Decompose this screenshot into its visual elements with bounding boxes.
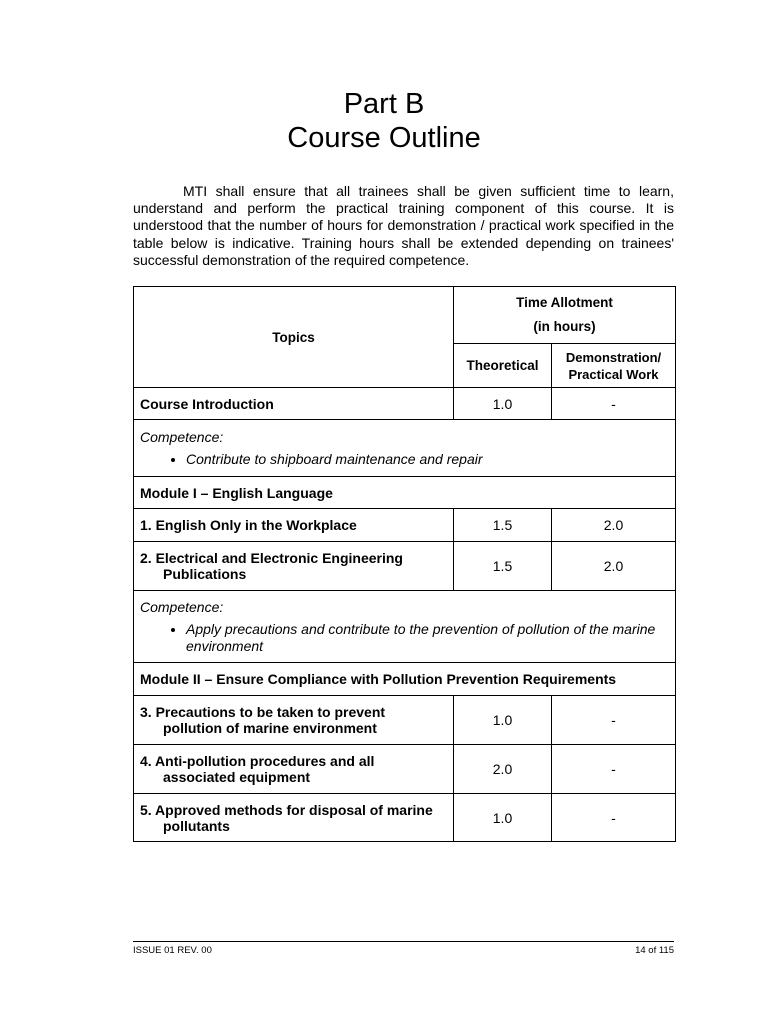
page-title: Part B Course Outline [0,87,768,155]
theoretical-cell: 1.5 [453,541,552,591]
competence-row: Competence: Contribute to shipboard maint… [132,419,677,477]
competence-label: Competence: [140,428,224,445]
practical-cell: - [550,744,677,794]
table-row: 3. Precautions to be taken to prevent po… [133,695,677,745]
module-heading: Module I – English Language [132,476,677,509]
practical-cell: - [550,695,677,745]
theoretical-cell: 1.0 [453,793,552,842]
table-row: 5. Approved methods for disposal of mari… [133,793,677,842]
theoretical-cell: 2.0 [453,744,552,794]
competence-row: Competence: Apply precautions and contrib… [132,590,677,663]
table-row: Course Introduction 1.0 - [133,387,677,420]
topic-cell: 1. English Only in the Workplace [133,508,454,542]
theoretical-cell: 1.0 [453,695,552,745]
intro-text: MTI shall ensure that all trainees shall… [133,183,674,268]
competence-item: Contribute to shipboard maintenance and … [186,451,669,468]
topic-cell: 4. Anti-pollution procedures and all ass… [133,744,454,794]
practical-cell: 2.0 [550,541,677,591]
practical-cell: - [550,387,677,420]
theoretical-cell: 1.0 [453,387,552,420]
header-time-allotment: Time Allotment (in hours) [452,286,677,344]
page-footer: ISSUE 01 REV. 00 14 of 115 [133,941,674,956]
practical-cell: 2.0 [550,508,677,542]
theoretical-cell: 1.5 [453,508,552,542]
table-row: 2. Electrical and Electronic Engineering… [133,541,677,591]
title-part: Part B [343,88,425,120]
topic-cell: Course Introduction [133,387,454,420]
topic-cell: 5. Approved methods for disposal of mari… [133,793,454,842]
intro-paragraph: MTI shall ensure that all trainees shall… [133,183,674,269]
title-heading: Course Outline [287,122,481,154]
time-allotment-label: Time Allotment [516,295,613,310]
practical-cell: - [550,793,677,842]
table-row: 4. Anti-pollution procedures and all ass… [133,744,677,794]
in-hours-label: (in hours) [533,319,596,334]
competence-cell: Competence: Apply precautions and contrib… [132,590,677,663]
competence-cell: Competence: Contribute to shipboard maint… [132,419,677,477]
header-topics: Topics [133,286,454,388]
table-row: 1. English Only in the Workplace 1.5 2.0 [133,508,677,542]
competence-item: Apply precautions and contribute to the … [186,621,669,655]
issue-label: ISSUE 01 REV. 00 [133,945,212,956]
competence-label: Competence: [140,598,224,615]
header-theoretical: Theoretical [453,343,552,388]
module-heading: Module II – Ensure Compliance with Pollu… [132,662,677,696]
course-outline-table: Topics Time Allotment (in hours) Theoreti… [132,286,677,842]
page-number: 14 of 115 [635,945,674,956]
header-practical: Demonstration/ Practical Work [550,343,677,388]
topic-cell: 2. Electrical and Electronic Engineering… [133,541,454,591]
topic-cell: 3. Precautions to be taken to prevent po… [133,695,454,745]
